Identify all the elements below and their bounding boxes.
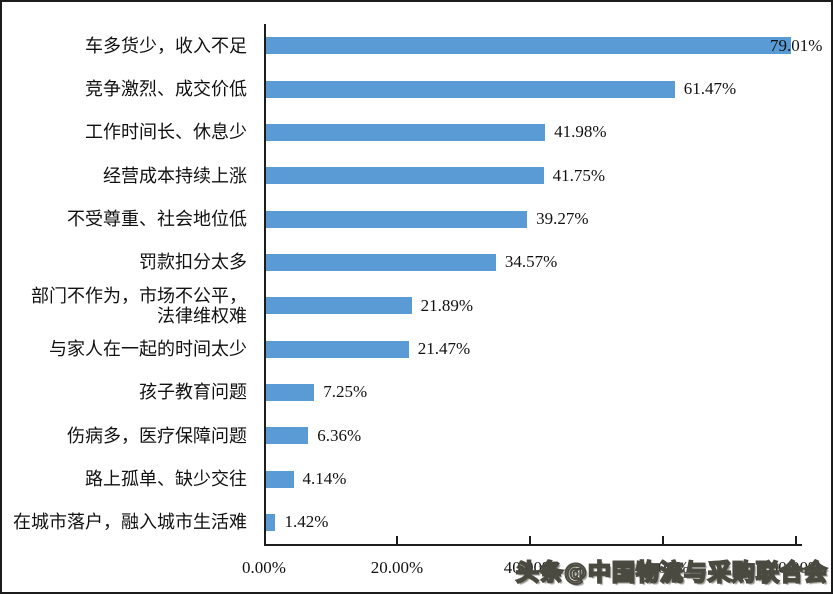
y-axis-line xyxy=(264,24,266,546)
bar xyxy=(266,80,675,98)
bar xyxy=(266,297,412,315)
bar xyxy=(266,253,496,271)
bar xyxy=(266,37,792,55)
x-tick-label: 40.00% xyxy=(503,558,557,577)
category-label: 路上孤单、缺少交往 xyxy=(85,468,247,489)
bar xyxy=(266,210,528,228)
category-label: 部门不作为，市场不公平， 法律维权难 xyxy=(31,285,247,326)
bar xyxy=(266,513,276,531)
x-axis-tick xyxy=(795,536,797,544)
x-tick-label: 20.00% xyxy=(370,558,424,577)
value-label: 41.75% xyxy=(552,165,606,185)
value-label: 34.57% xyxy=(504,252,558,272)
value-label: 79.01% xyxy=(770,35,823,55)
x-axis-tick xyxy=(529,536,531,544)
x-tick-label: 80.00% xyxy=(769,558,823,577)
value-label: 7.25% xyxy=(323,382,368,402)
bar xyxy=(266,123,546,141)
bar xyxy=(266,470,294,488)
bar xyxy=(266,383,315,401)
value-label: 6.36% xyxy=(317,425,362,445)
value-label: 39.27% xyxy=(536,209,589,228)
value-label: 21.47% xyxy=(417,339,471,358)
category-label: 竞争激烈、成交价低 xyxy=(85,78,247,99)
x-axis-line xyxy=(264,544,802,546)
bar xyxy=(266,340,409,358)
x-axis-tick xyxy=(396,536,398,544)
x-axis-tick xyxy=(662,536,664,544)
value-label: 4.14% xyxy=(302,469,347,488)
category-label: 与家人在一起的时间太少 xyxy=(49,338,247,359)
bar xyxy=(266,167,544,185)
value-label: 21.89% xyxy=(420,295,473,315)
value-label: 1.42% xyxy=(284,512,329,532)
category-label: 伤病多，医疗保障问题 xyxy=(67,425,247,446)
category-label: 工作时间长、休息少 xyxy=(85,122,247,143)
x-tick-label: 60.00% xyxy=(636,558,690,577)
category-label: 车多货少，收入不足 xyxy=(85,35,247,56)
category-label: 罚款扣分太多 xyxy=(139,252,247,273)
watermark: 头条@中国物流与采购联合会 xyxy=(515,559,828,587)
category-label: 不受尊重、社会地位低 xyxy=(67,208,247,229)
category-label: 经营成本持续上涨 xyxy=(103,165,247,186)
value-label: 41.98% xyxy=(554,122,607,142)
category-label: 孩子教育问题 xyxy=(139,382,247,403)
value-label: 61.47% xyxy=(683,79,737,98)
category-label: 在城市落户，融入城市生活难 xyxy=(13,512,247,533)
x-tick-label: 0.00% xyxy=(242,558,286,577)
bar xyxy=(266,427,309,445)
